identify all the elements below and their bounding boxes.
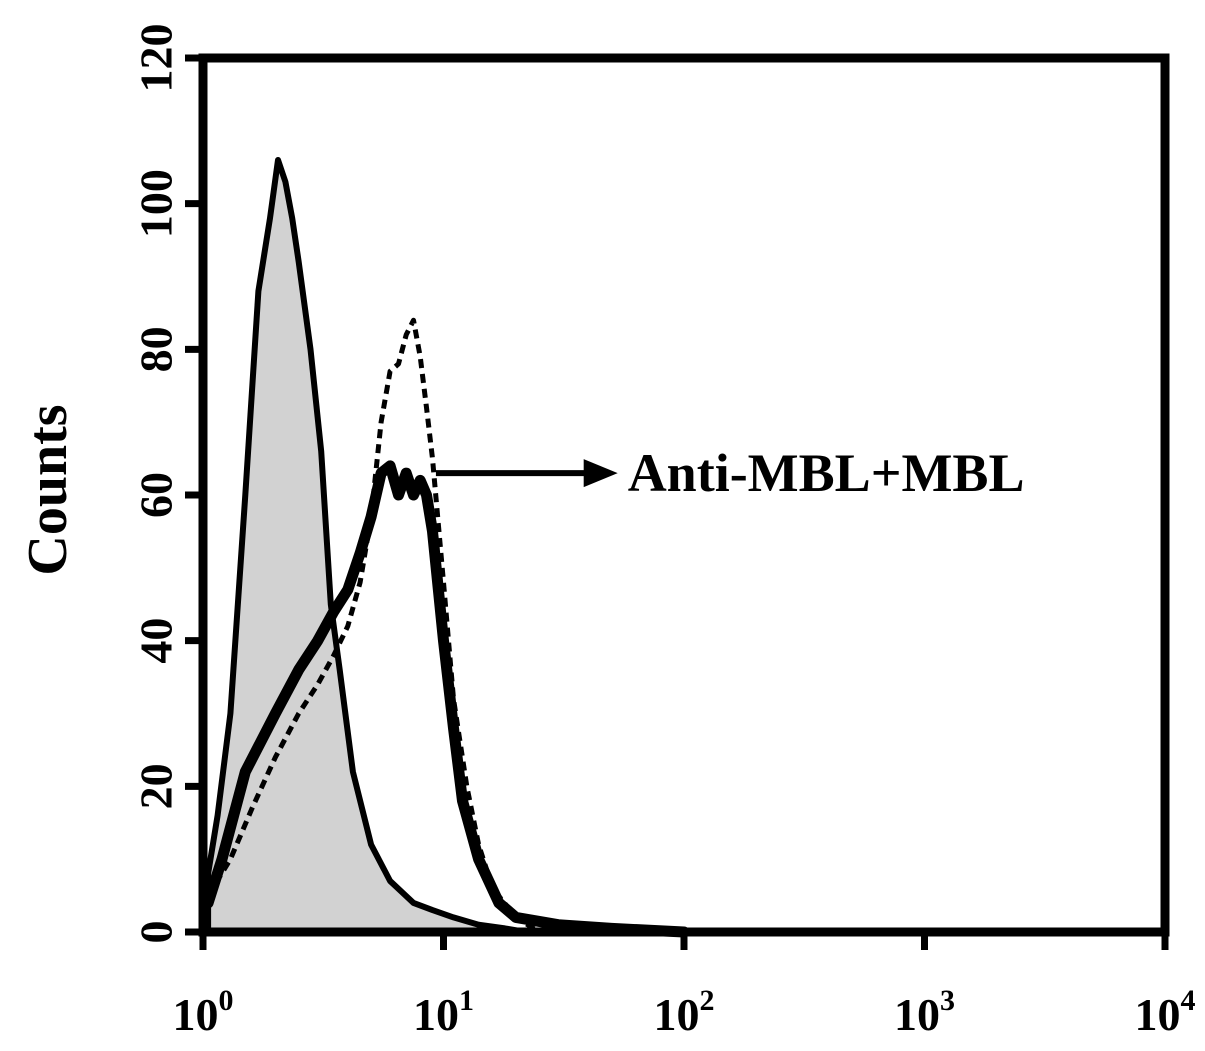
series-solid <box>202 460 690 938</box>
y-tick-label: 20 <box>131 763 182 809</box>
annotation-arrowhead <box>583 459 618 488</box>
y-tick-label: 60 <box>131 472 182 518</box>
y-tick-label: 0 <box>131 921 182 944</box>
x-tick-label: 103 <box>894 984 955 1040</box>
series-dashed <box>205 317 541 935</box>
axis-layer: 0 20 40 60 80 100 120 100 101 102 103 104 <box>131 24 1196 1041</box>
y-tick-label: 120 <box>131 24 182 93</box>
x-tick-label: 102 <box>654 984 715 1040</box>
annotation-layer: Anti-MBL+MBL <box>435 443 1025 503</box>
series-layer <box>202 157 690 938</box>
y-axis-label: Counts <box>17 404 79 575</box>
y-tick-label: 80 <box>131 326 182 372</box>
x-tick-label: 104 <box>1135 984 1196 1040</box>
annotation-label: Anti-MBL+MBL <box>628 443 1025 503</box>
y-tick-label: 40 <box>131 618 182 664</box>
series-isotype-filled <box>205 157 529 935</box>
y-tick-label: 100 <box>131 169 182 238</box>
x-tick-label: 101 <box>413 984 474 1040</box>
x-tick-label: 100 <box>173 984 234 1040</box>
